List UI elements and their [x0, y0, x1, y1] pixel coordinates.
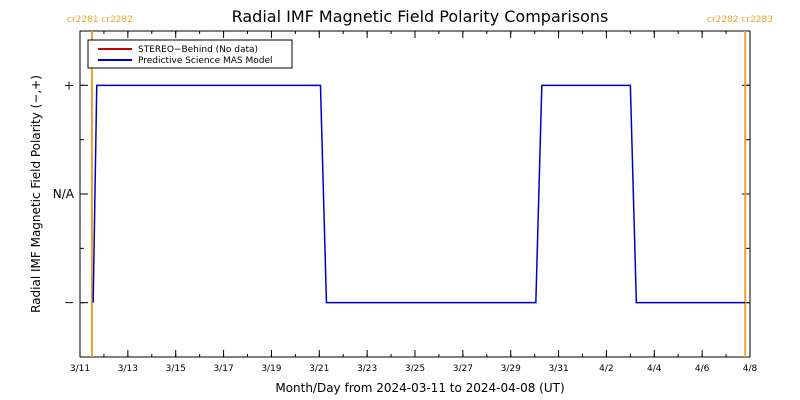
y-axis: + N/A −	[53, 30, 750, 358]
x-tick-label: 3/23	[357, 364, 377, 374]
x-tick-label: 3/17	[213, 364, 233, 374]
x-tick-label: 3/31	[548, 364, 568, 374]
x-tick-label: 3/19	[261, 364, 281, 374]
legend-label-model: Predictive Science MAS Model	[138, 56, 273, 66]
x-axis-label: Month/Day from 2024-03-11 to 2024-04-08 …	[275, 381, 564, 395]
rotation-label-right: cr2282 cr2283	[707, 15, 773, 25]
x-tick-label: 3/13	[118, 364, 138, 374]
x-tick-label: 3/25	[405, 364, 425, 374]
x-axis: 3/11 3/13 3/15 3/17 3/19 3/21 3/23 3/25 3/27 3/29…	[70, 31, 758, 374]
rotation-markers	[90, 31, 747, 357]
x-tick-label: 3/11	[70, 364, 90, 374]
y-tick-label: +	[64, 78, 74, 92]
legend-label-stereo: STEREO−Behind (No data)	[138, 45, 258, 55]
series-line-model	[92, 84, 746, 304]
rotation-label-left-text: cr2281 cr2282	[67, 15, 133, 25]
series-layer	[92, 84, 746, 304]
legend: STEREO−Behind (No data) Predictive Scien…	[87, 39, 293, 69]
x-tick-label: 3/29	[501, 364, 521, 374]
x-tick-label: 4/2	[599, 364, 613, 374]
y-axis-label: Radial IMF Magnetic Field Polarity (−,+)	[29, 75, 43, 313]
rotation-label-left: cr2281 cr2282	[67, 15, 133, 25]
legend-box	[87, 39, 293, 69]
x-tick-label: 3/15	[166, 364, 186, 374]
x-tick-label: 4/4	[647, 364, 662, 374]
x-tick-label: 3/21	[309, 364, 329, 374]
y-tick-label: N/A	[53, 187, 75, 201]
chart-title: Radial IMF Magnetic Field Polarity Compa…	[232, 7, 609, 26]
x-tick-label: 3/27	[453, 364, 473, 374]
rotation-label-right-text: cr2282 cr2283	[707, 15, 773, 25]
y-tick-label: −	[64, 296, 74, 310]
x-tick-label: 4/8	[743, 364, 758, 374]
x-tick-label: 4/6	[695, 364, 710, 374]
plot-frame	[79, 30, 751, 358]
